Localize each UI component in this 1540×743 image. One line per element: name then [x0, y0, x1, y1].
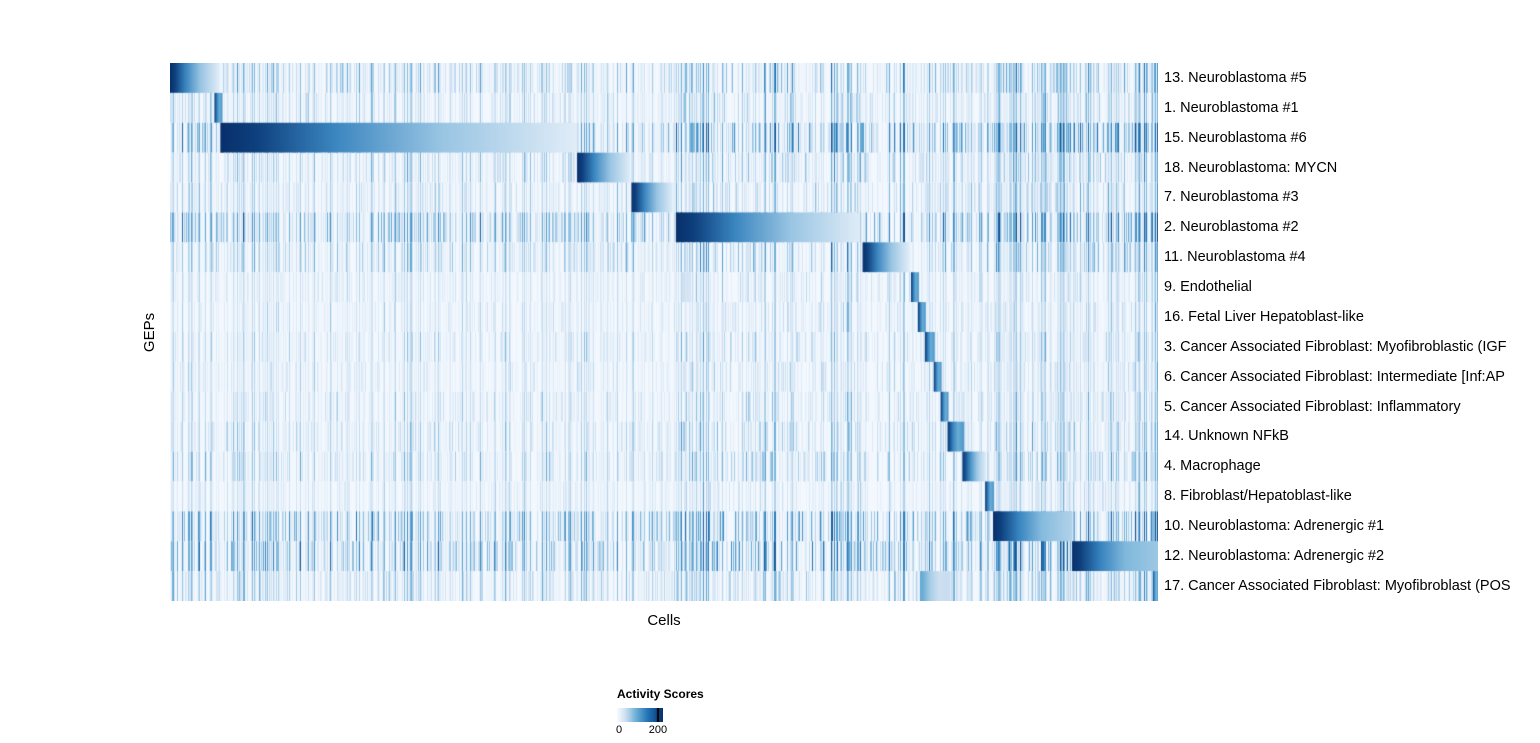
- row-label: 18. Neuroblastoma: MYCN: [1164, 159, 1338, 176]
- legend-colorbar: [617, 708, 663, 722]
- row-label: 6. Cancer Associated Fibroblast: Interme…: [1164, 368, 1505, 385]
- y-axis-label-wrap: GEPs: [140, 63, 160, 601]
- row-label: 5. Cancer Associated Fibroblast: Inflamm…: [1164, 398, 1461, 415]
- row-label: 7. Neuroblastoma #3: [1164, 189, 1299, 206]
- row-label: 14. Unknown NFkB: [1164, 428, 1289, 445]
- row-label: 3. Cancer Associated Fibroblast: Myofibr…: [1164, 338, 1507, 355]
- legend-tick-min: 0: [615, 724, 623, 736]
- row-label: 15. Neuroblastoma #6: [1164, 129, 1307, 146]
- legend-ticks: 0 200: [615, 724, 704, 737]
- row-label: 9. Endothelial: [1164, 279, 1252, 296]
- y-axis-label: GEPs: [141, 312, 159, 352]
- row-label: 16. Fetal Liver Hepatoblast-like: [1164, 308, 1364, 325]
- row-label: 13. Neuroblastoma #5: [1164, 69, 1307, 86]
- row-label: 17. Cancer Associated Fibroblast: Myofib…: [1164, 577, 1511, 594]
- legend: Activity Scores 0 200: [615, 687, 704, 737]
- row-label: 4. Macrophage: [1164, 458, 1261, 475]
- row-label: 2. Neuroblastoma #2: [1164, 219, 1299, 236]
- legend-colorbar-wrap: [617, 708, 663, 722]
- row-labels: 13. Neuroblastoma #5 1. Neuroblastoma #1 1…: [1164, 63, 1540, 601]
- row-label: 11. Neuroblastoma #4: [1164, 249, 1306, 266]
- legend-tick-max: 200: [648, 724, 668, 736]
- row-label: 1. Neuroblastoma #1: [1164, 99, 1299, 116]
- row-label: 10. Neuroblastoma: Adrenergic #1: [1164, 518, 1385, 535]
- heatmap-canvas: [170, 63, 1158, 601]
- row-label: 12. Neuroblastoma: Adrenergic #2: [1164, 547, 1385, 564]
- x-axis-label: Cells: [647, 612, 681, 629]
- row-label: 8. Fibroblast/Hepatoblast-like: [1164, 488, 1352, 505]
- legend-title: Activity Scores: [617, 687, 704, 701]
